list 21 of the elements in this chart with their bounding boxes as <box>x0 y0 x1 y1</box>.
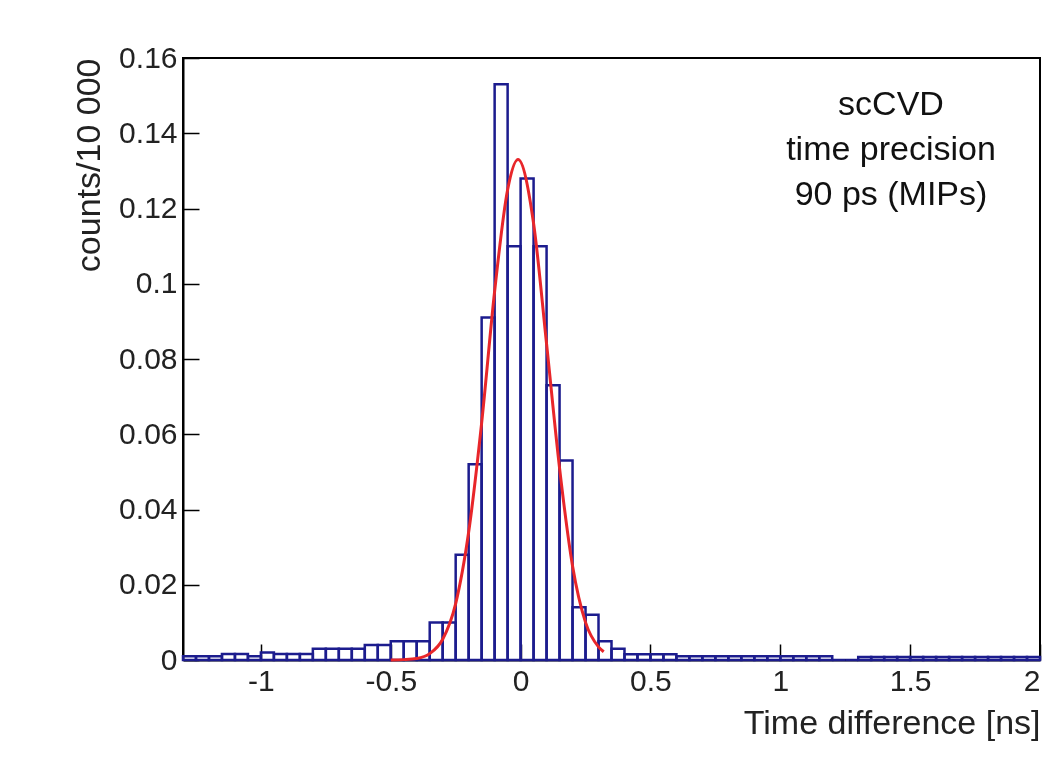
y-tick-label: 0.1 <box>135 266 178 300</box>
y-tick-label: 0.16 <box>119 40 178 74</box>
x-tick-label: -1 <box>248 663 275 697</box>
annotation: scCVD <box>838 84 944 122</box>
y-tick-label: 0.08 <box>119 341 178 375</box>
y-tick-label: 0.14 <box>119 115 178 149</box>
y-axis-title: counts/10 000 <box>69 58 108 273</box>
y-tick-label: 0.02 <box>119 567 178 601</box>
x-tick-label: 0.5 <box>630 663 672 697</box>
x-tick-label: 0 <box>512 663 530 697</box>
x-tick-label: 1 <box>772 663 790 697</box>
annotation: 90 ps (MIPs) <box>794 174 988 212</box>
y-tick-label: 0.06 <box>119 416 178 450</box>
y-tick-label: 0.04 <box>119 492 178 525</box>
y-tick-label: 0.12 <box>119 191 178 224</box>
y-tick-label: 0 <box>160 642 178 676</box>
annotation: time precision <box>786 129 996 167</box>
x-tick-label: -0.5 <box>365 663 418 697</box>
x-tick-label: 1.5 <box>889 663 932 697</box>
x-axis-title: Time difference [ns] <box>743 702 1041 741</box>
x-tick-label: 2 <box>1023 663 1041 697</box>
